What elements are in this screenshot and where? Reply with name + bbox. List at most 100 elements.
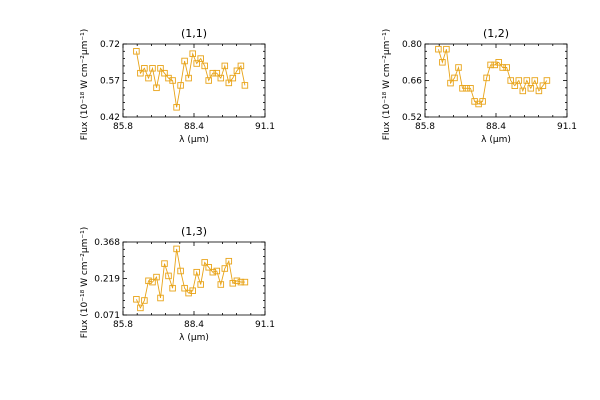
data-point <box>193 60 200 67</box>
data-point <box>177 82 184 89</box>
data-point <box>149 65 156 72</box>
data-point <box>141 297 148 304</box>
data-point <box>543 77 551 84</box>
data-point <box>443 45 450 53</box>
y-tick-label: 0.66 <box>402 77 422 87</box>
data-point <box>169 77 176 84</box>
data-point <box>201 62 208 70</box>
data-point <box>177 267 184 275</box>
data-point <box>539 82 547 89</box>
data-point <box>133 296 140 303</box>
data-point <box>217 74 225 82</box>
data-point <box>233 67 241 75</box>
data-point <box>157 65 164 72</box>
data-point <box>495 59 502 66</box>
data-point <box>225 79 233 87</box>
data-point <box>487 61 494 69</box>
y-axis-label: Flux (10⁻¹⁸ W cm⁻²μm⁻¹) <box>80 227 90 339</box>
data-point <box>157 294 164 302</box>
y-tick-label: 0.72 <box>100 40 120 50</box>
data-point <box>483 74 490 82</box>
data-point <box>499 64 506 71</box>
data-point <box>439 59 446 66</box>
data-point <box>221 62 229 70</box>
data-point <box>193 268 200 276</box>
data-point <box>189 50 196 57</box>
data-point <box>479 98 486 105</box>
data-point <box>197 281 204 288</box>
data-point <box>527 85 535 92</box>
data-point <box>181 57 188 65</box>
y-tick-label: 0.368 <box>94 238 120 248</box>
data-point <box>503 64 510 71</box>
data-point <box>241 82 249 89</box>
data-point <box>213 69 221 77</box>
series-line <box>135 51 246 108</box>
data-point <box>185 74 192 82</box>
y-axis-label: Flux (10⁻¹⁸ W cm⁻²μm⁻¹) <box>382 29 392 141</box>
x-tick-label: 88.4 <box>486 122 506 132</box>
chart-panel-1: (1,1) 85.8 88.4 91.1 0.72 0.57 0.42 λ (μm) Flux … <box>80 27 275 145</box>
data-point <box>145 277 152 285</box>
data-point <box>189 287 196 294</box>
data-point <box>209 268 217 276</box>
data-point <box>205 77 212 84</box>
data-point <box>181 284 188 292</box>
data-point <box>463 85 470 92</box>
data-point <box>455 64 462 71</box>
data-point <box>229 74 237 82</box>
chart-title: (1,2) <box>483 27 509 40</box>
data-point <box>173 245 180 253</box>
x-tick-label: 91.1 <box>255 320 275 330</box>
data-point <box>161 69 168 77</box>
y-axis-label: Flux (10⁻¹⁸ W cm⁻²μm⁻¹) <box>80 29 90 141</box>
plot-frame <box>424 43 568 118</box>
x-tick-label: 85.8 <box>113 320 133 330</box>
data-point <box>137 304 144 312</box>
y-tick-label: 0.42 <box>100 113 120 123</box>
data-point <box>217 281 225 288</box>
data-point <box>447 79 454 87</box>
data-point <box>435 45 442 53</box>
data-point <box>137 69 144 77</box>
data-point <box>213 267 221 275</box>
data-point <box>161 260 168 267</box>
data-point <box>201 259 208 266</box>
data-point <box>523 77 531 84</box>
data-point <box>133 48 140 55</box>
data-point <box>515 77 523 84</box>
data-point <box>149 278 156 286</box>
data-point <box>511 82 519 89</box>
data-point <box>459 85 466 92</box>
y-tick-label: 0.80 <box>402 40 422 50</box>
data-point <box>531 77 539 84</box>
y-tick-label: 0.52 <box>402 113 422 123</box>
chart-title: (1,1) <box>181 27 207 40</box>
x-tick-label: 88.4 <box>184 320 204 330</box>
chart-panel-3: (1,3) 85.8 88.4 91.1 0.368 0.219 0.071 λ (μm) Fl… <box>80 225 275 343</box>
x-tick-label: 91.1 <box>557 122 577 132</box>
x-tick-label: 91.1 <box>255 122 275 132</box>
data-point <box>519 87 527 95</box>
data-point <box>197 55 204 62</box>
plot-frame <box>122 241 266 316</box>
x-axis-label: λ (μm) <box>179 135 209 145</box>
data-point <box>205 264 212 271</box>
data-point <box>173 104 180 111</box>
data-point <box>153 273 160 281</box>
chart-title: (1,3) <box>181 225 207 238</box>
y-tick-label: 0.57 <box>100 77 120 87</box>
data-point <box>145 74 152 82</box>
x-tick-label: 88.4 <box>184 122 204 132</box>
data-point <box>535 87 543 95</box>
data-point <box>169 284 176 292</box>
data-point <box>233 277 241 285</box>
data-point <box>225 257 233 265</box>
x-axis-label: λ (μm) <box>481 135 511 145</box>
chart-panel-2: (1,2) 85.8 88.4 91.1 0.80 0.66 0.52 λ (μm) Flux … <box>382 27 577 145</box>
data-point <box>237 278 245 286</box>
series-line <box>437 49 548 105</box>
data-point <box>209 69 217 77</box>
data-point <box>153 84 160 92</box>
